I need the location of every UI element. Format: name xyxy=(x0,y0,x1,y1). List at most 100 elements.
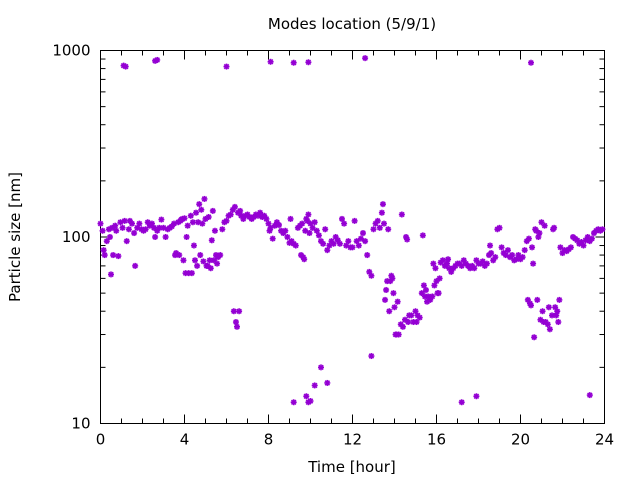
data-point xyxy=(519,254,526,261)
data-point xyxy=(223,63,230,70)
data-point xyxy=(444,260,450,267)
data-point xyxy=(424,298,431,305)
data-point xyxy=(320,240,327,247)
data-point xyxy=(100,247,107,254)
data-point xyxy=(430,260,437,267)
data-point xyxy=(539,308,546,315)
data-point xyxy=(306,230,313,237)
data-point xyxy=(521,247,528,254)
data-point xyxy=(292,242,299,249)
data-point xyxy=(531,334,538,341)
data-point xyxy=(445,256,452,263)
data-point xyxy=(303,393,310,400)
data-point xyxy=(436,275,443,282)
data-point xyxy=(588,235,595,242)
data-point xyxy=(355,242,362,249)
data-point xyxy=(423,286,429,293)
data-point xyxy=(599,226,606,233)
data-point xyxy=(509,252,516,259)
data-point xyxy=(125,226,132,233)
data-point xyxy=(122,63,129,70)
data-point xyxy=(483,260,490,267)
data-point xyxy=(142,226,149,233)
data-point xyxy=(349,244,356,251)
data-point xyxy=(207,265,214,272)
data-point xyxy=(236,308,243,315)
data-point xyxy=(439,257,446,264)
data-point xyxy=(554,308,561,315)
data-point xyxy=(311,219,318,226)
x-tick-label: 24 xyxy=(595,431,614,449)
data-point xyxy=(132,262,139,269)
data-point xyxy=(290,399,297,406)
data-points xyxy=(97,55,606,406)
data-point xyxy=(379,201,386,208)
chart-title: Modes location (5/9/1) xyxy=(268,15,436,33)
data-point xyxy=(386,308,393,315)
data-point xyxy=(488,250,495,257)
data-point xyxy=(219,226,226,233)
data-point xyxy=(309,224,316,231)
data-point xyxy=(110,252,117,259)
data-point xyxy=(370,226,377,233)
x-tick-label: 20 xyxy=(511,431,530,449)
data-point xyxy=(129,220,135,227)
data-point xyxy=(223,217,230,224)
data-point xyxy=(176,252,183,259)
data-point xyxy=(187,212,194,219)
x-tick-label: 0 xyxy=(96,431,106,449)
data-point xyxy=(336,240,343,247)
x-axis-title: Time [hour] xyxy=(307,458,396,476)
data-point xyxy=(357,235,364,242)
data-point xyxy=(199,220,206,227)
data-point xyxy=(305,59,312,66)
data-point xyxy=(299,220,306,227)
data-point xyxy=(551,224,558,231)
data-point xyxy=(324,247,331,254)
data-point xyxy=(374,217,381,224)
x-axis: 0 4 8 12 16 20 24 xyxy=(96,50,614,449)
data-point xyxy=(420,282,427,289)
data-point xyxy=(311,382,318,389)
data-point xyxy=(302,227,309,234)
data-point xyxy=(318,364,324,371)
data-point xyxy=(362,238,369,245)
data-point xyxy=(190,242,197,249)
data-point xyxy=(209,207,216,214)
data-point xyxy=(200,258,207,265)
data-point xyxy=(376,224,383,231)
data-point xyxy=(101,252,108,259)
data-point xyxy=(390,290,397,297)
data-point xyxy=(108,271,114,278)
data-point xyxy=(158,216,165,223)
data-point xyxy=(536,230,543,237)
data-point xyxy=(113,227,120,234)
data-point xyxy=(152,234,159,240)
data-point xyxy=(546,326,553,333)
data-point xyxy=(555,319,562,326)
data-point xyxy=(192,257,198,264)
data-point xyxy=(541,222,548,229)
data-point xyxy=(227,211,234,218)
data-point xyxy=(324,379,331,386)
data-point xyxy=(341,220,348,227)
data-point xyxy=(230,308,237,315)
data-point xyxy=(383,286,390,293)
data-point xyxy=(528,59,534,66)
data-point xyxy=(287,215,294,222)
data-point xyxy=(123,238,130,245)
data-point xyxy=(368,272,375,279)
data-point xyxy=(432,265,439,272)
data-point xyxy=(368,353,375,360)
data-point xyxy=(580,242,587,249)
data-point xyxy=(458,262,465,269)
data-point xyxy=(419,232,426,239)
data-point xyxy=(112,222,119,229)
data-point xyxy=(534,296,541,303)
data-point xyxy=(360,230,366,237)
data-point xyxy=(131,230,138,237)
data-point xyxy=(394,298,401,305)
data-point xyxy=(97,220,104,227)
data-point xyxy=(471,265,478,272)
